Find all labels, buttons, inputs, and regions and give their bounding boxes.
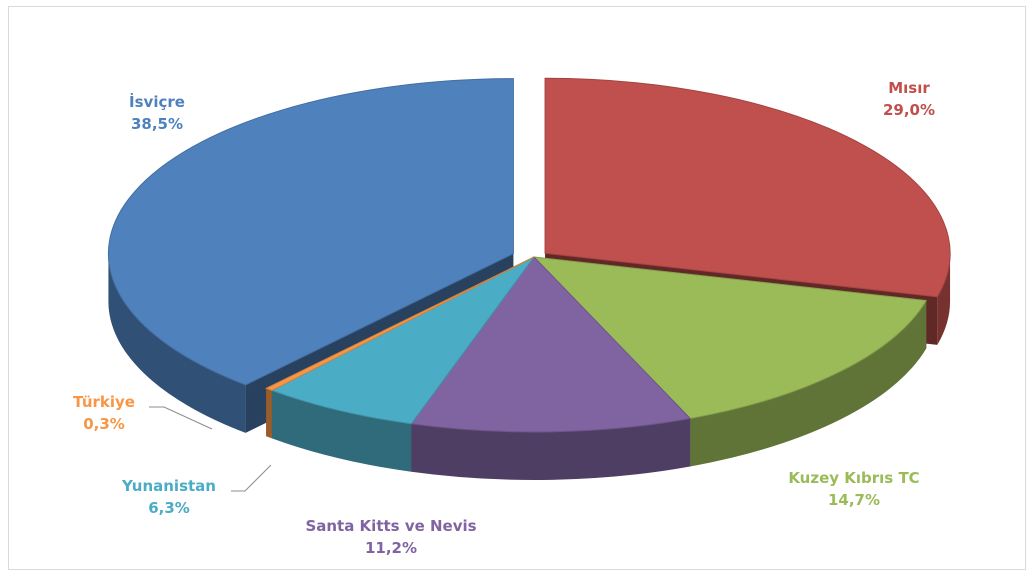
slice-side-yunanistan [271,390,412,472]
label-m-s-r: Mısır [888,79,930,97]
data-labels: Mısır 29,0% Kuzey Kıbrıs TC 14,7% Santa Kitt… [73,79,935,557]
label-santa-kitts-ve-nevis: Santa Kitts ve Nevis [305,517,476,535]
leader-lines [149,406,272,492]
slice-tops [107,77,951,433]
slice-yunanistan [270,256,535,425]
slice-santa-kitts-ve-nevis [410,256,692,433]
chart-area: Mısır 29,0% Kuzey Kıbrıs TC 14,7% Santa Kitt… [8,6,1026,570]
value-m-s-r: 29,0% [883,101,935,119]
leader-line [149,406,213,430]
leader-line [231,464,272,492]
slice-side-t-rkiye [266,388,272,439]
slice-t-rkiye [264,256,535,391]
value-t-rkiye: 0,3% [83,415,125,433]
value-santa-kitts-ve-nevis: 11,2% [365,539,417,557]
label-t-rkiye: Türkiye [73,393,135,411]
slice-i-svi-re [107,78,514,386]
value-yunanistan: 6,3% [148,499,190,517]
label-kuzey-k-br-s-tc: Kuzey Kıbrıs TC [788,469,919,487]
slice-side-kuzey-k-br-s-tc [690,300,927,467]
value-i-svi-re: 38,5% [131,115,183,133]
value-kuzey-k-br-s-tc: 14,7% [828,491,880,509]
pie-chart: Mısır 29,0% Kuzey Kıbrıs TC 14,7% Santa Kitt… [73,77,951,557]
label-yunanistan: Yunanistan [121,477,216,495]
slice-kuzey-k-br-s-tc [532,256,928,420]
slice-side-i-svi-re [108,253,246,433]
label-i-svi-re: İsviçre [129,92,185,111]
slice-m-s-r [544,77,951,298]
slice-side-santa-kitts-ve-nevis [411,418,691,480]
